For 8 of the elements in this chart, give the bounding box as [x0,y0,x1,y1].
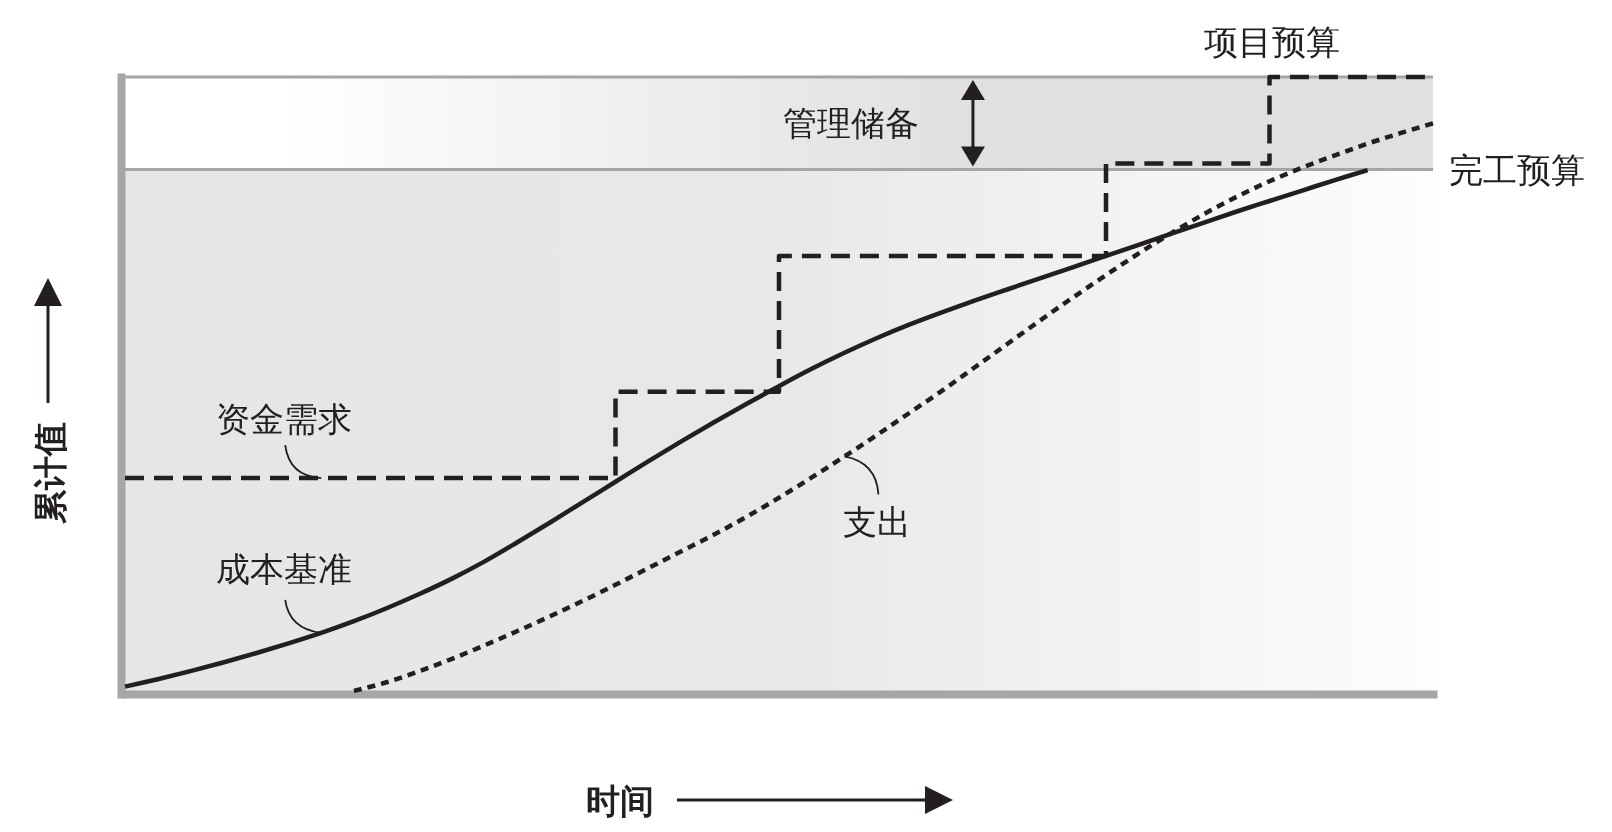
series-label: 资金需求 [216,399,353,440]
ref-line-label: 项目预算 [1204,22,1341,62]
band-label: 管理储备 [782,103,919,144]
ref-line-label: 完工预算 [1449,149,1585,190]
y-axis-title: 累计值 [30,422,70,524]
series-label: 支出 [843,502,912,543]
x-axis-title: 时间 [586,781,654,821]
series-label: 成本基准 [216,548,353,589]
